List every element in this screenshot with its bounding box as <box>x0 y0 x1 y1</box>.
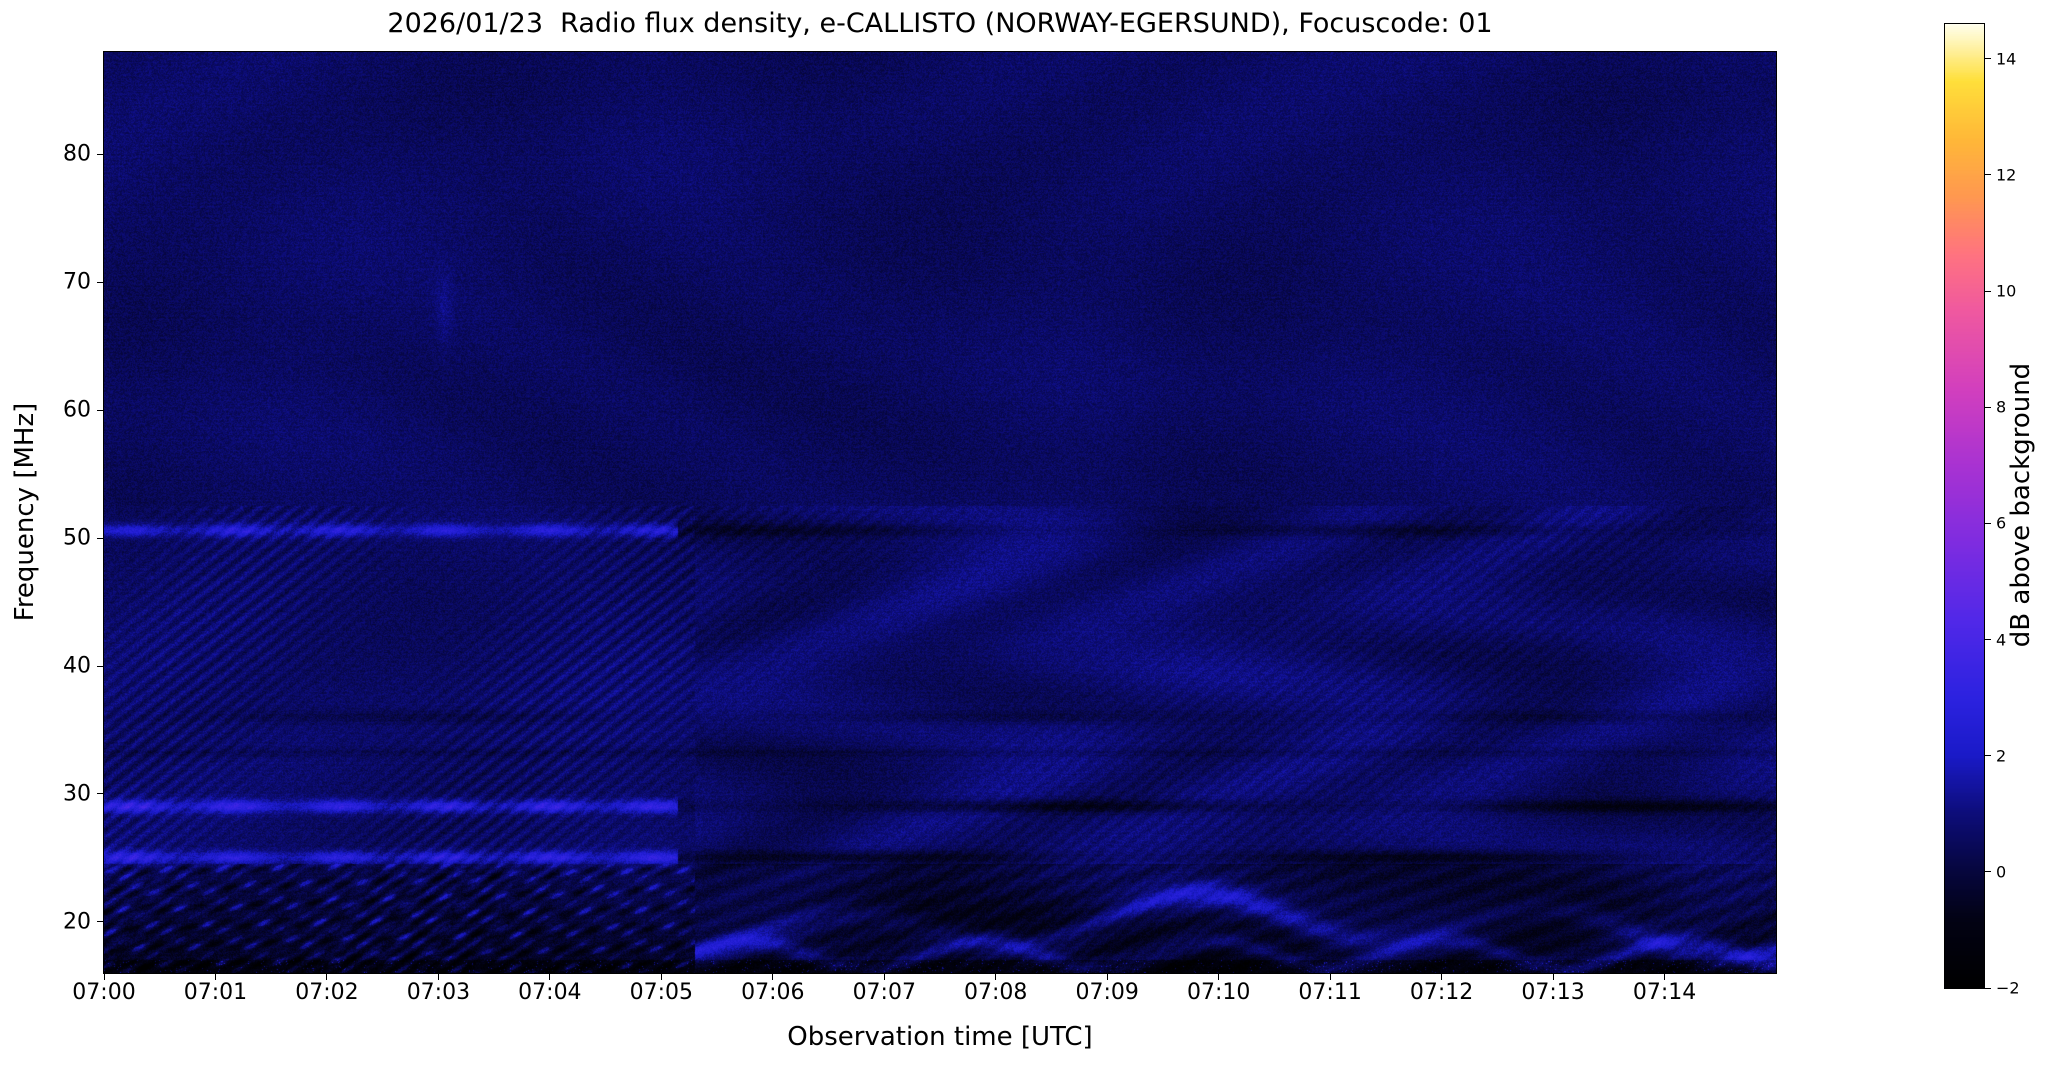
colorbar-canvas <box>1945 24 1984 988</box>
colorbar-tick-mark <box>1985 58 1991 60</box>
colorbar-tick-label: −2 <box>1996 978 2020 998</box>
colorbar-label: dB above background <box>2006 362 2036 648</box>
y-tick-mark <box>97 537 103 539</box>
spectrogram-canvas <box>104 52 1776 973</box>
x-tick-mark <box>1664 974 1666 980</box>
x-tick-mark <box>1106 974 1108 980</box>
x-tick-label: 07:07 <box>852 980 916 1005</box>
x-tick-mark <box>660 974 662 980</box>
y-tick-mark <box>97 409 103 411</box>
x-tick-label: 07:04 <box>518 980 582 1005</box>
x-tick-label: 07:03 <box>406 980 471 1005</box>
colorbar-tick-label: 8 <box>1996 397 2007 417</box>
y-axis-label: Frequency [MHz] <box>10 402 40 622</box>
chart-title: 2026/01/23 Radio flux density, e-CALLIST… <box>387 8 1493 39</box>
x-tick-mark <box>995 974 997 980</box>
x-tick-label: 07:00 <box>72 980 136 1005</box>
y-tick-label: 40 <box>63 653 91 679</box>
x-tick-label: 07:10 <box>1186 980 1251 1005</box>
y-tick-mark <box>97 921 103 923</box>
x-tick-mark <box>103 974 105 980</box>
x-tick-label: 07:14 <box>1632 980 1697 1005</box>
x-tick-label: 07:13 <box>1521 980 1585 1005</box>
y-tick-label: 30 <box>63 781 91 807</box>
x-tick-mark <box>883 974 885 980</box>
x-tick-mark <box>1218 974 1220 980</box>
x-tick-mark <box>772 974 774 980</box>
colorbar-tick-label: 2 <box>1996 746 2007 766</box>
x-tick-mark <box>549 974 551 980</box>
colorbar-tick-label: 10 <box>1996 281 2017 301</box>
x-tick-label: 07:05 <box>629 980 694 1005</box>
colorbar-tick-mark <box>1985 755 1991 757</box>
y-tick-mark <box>97 793 103 795</box>
colorbar-tick-mark <box>1985 174 1991 176</box>
plot-area <box>103 51 1777 974</box>
x-tick-mark <box>214 974 216 980</box>
x-tick-label: 07:02 <box>295 980 359 1005</box>
y-tick-mark <box>97 153 103 155</box>
colorbar-tick-label: 14 <box>1996 49 2017 69</box>
colorbar-tick-mark <box>1985 290 1991 292</box>
x-tick-mark <box>1552 974 1554 980</box>
x-tick-label: 07:11 <box>1298 980 1362 1005</box>
colorbar-tick-label: 12 <box>1996 165 2017 185</box>
y-tick-label: 80 <box>63 141 91 167</box>
colorbar-tick-label: 0 <box>1996 862 2007 882</box>
colorbar-tick-label: 4 <box>1996 630 2007 650</box>
y-tick-label: 20 <box>63 909 91 935</box>
colorbar-tick-label: 6 <box>1996 513 2007 533</box>
colorbar-tick-mark <box>1985 639 1991 641</box>
y-tick-mark <box>97 281 103 283</box>
x-tick-mark <box>1329 974 1331 980</box>
x-tick-mark <box>326 974 328 980</box>
x-tick-label: 07:01 <box>183 980 248 1005</box>
x-tick-label: 07:09 <box>1075 980 1139 1005</box>
x-axis-label: Observation time [UTC] <box>787 1022 1093 1052</box>
x-tick-label: 07:06 <box>741 980 805 1005</box>
colorbar-tick-mark <box>1985 987 1991 989</box>
x-tick-label: 07:12 <box>1409 980 1474 1005</box>
colorbar-tick-mark <box>1985 871 1991 873</box>
colorbar <box>1944 23 1985 989</box>
y-tick-label: 60 <box>63 397 91 423</box>
y-tick-label: 70 <box>63 269 91 295</box>
colorbar-tick-mark <box>1985 406 1991 408</box>
colorbar-tick-mark <box>1985 522 1991 524</box>
y-tick-label: 50 <box>63 525 91 551</box>
x-tick-mark <box>1441 974 1443 980</box>
x-tick-mark <box>437 974 439 980</box>
y-tick-mark <box>97 665 103 667</box>
x-tick-label: 07:08 <box>964 980 1028 1005</box>
